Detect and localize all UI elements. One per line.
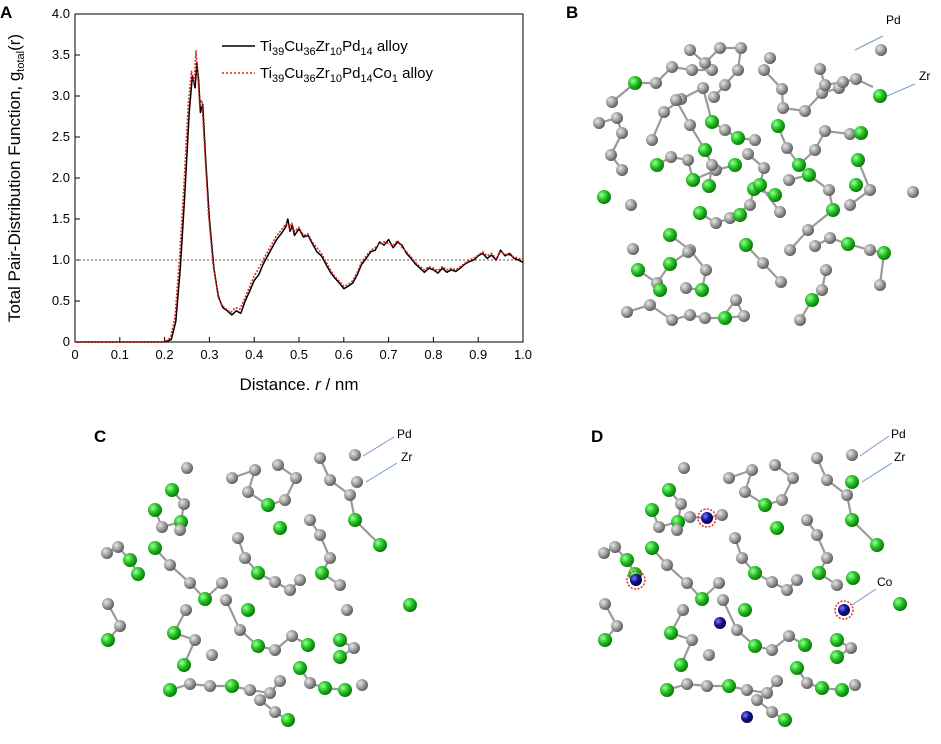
panel-c-label: C [94,427,106,446]
co-atom [838,604,850,616]
co-atom [714,617,726,629]
panel-d: D [591,427,907,727]
y-tick-label: 0 [63,334,70,349]
y-tick-label: 2.5 [52,129,70,144]
y-tick-label: 4.0 [52,6,70,21]
panel-b: B [566,3,930,326]
panel-d-label: D [591,427,603,446]
pd-arrow-c [362,436,395,457]
panel-c-annotations: Pd Zr [362,427,412,483]
x-tick-label: 0.8 [424,347,442,362]
y-axis-title-sub: total [15,51,27,72]
y-tick-label: 3.5 [52,47,70,62]
x-tick-label: 0.1 [111,347,129,362]
co-atom [741,711,753,723]
y-axis-title-main: Total Pair-Distribution Function, g [5,72,24,322]
x-tick-label: 0.2 [156,347,174,362]
x-tick-label: 0.6 [335,347,353,362]
panel-d-annotations: Pd Zr Co [851,427,906,606]
x-tick-label: 0.5 [290,347,308,362]
y-tick-label: 1.0 [52,252,70,267]
axis-ticks: 0 0.1 0.2 0.3 0.4 0.5 0.6 0.7 0.8 0.9 1.0 0 0.5 1.0 1.… [52,6,532,362]
co-highlight-ring [697,508,717,528]
pdf-chart: 0 0.1 0.2 0.3 0.4 0.5 0.6 0.7 0.8 0.9 1.0 0 0.5 1.0 1.… [5,6,532,394]
pd-label-c: Pd [397,427,412,441]
y-tick-label: 2.0 [52,170,70,185]
legend: Ti39Cu36Zr10Pd14 alloy Ti39Cu36Zr10Pd14C… [222,38,434,85]
panel-b-atoms [593,42,919,326]
zr-label-c: Zr [401,450,412,464]
panel-b-annotations: Pd Zr [854,13,930,97]
series-line-1 [75,62,524,343]
pd-arrow-b [854,35,884,51]
panel-c-atoms [101,449,417,727]
panel-c: C [94,427,417,727]
co-arrow-d [851,588,877,606]
series-layer [75,50,524,343]
co-label-d: Co [877,575,893,589]
pd-label-b: Pd [886,13,901,27]
panel-a-label: A [0,3,12,22]
zr-arrow-d [861,462,893,483]
x-tick-label: 0.7 [380,347,398,362]
panel-d-cobalt-atoms [626,508,854,723]
x-axis-title: Distance. r / nm [239,375,358,394]
series-line-2 [75,50,524,343]
zr-label-d: Zr [894,450,905,464]
y-tick-label: 3.0 [52,88,70,103]
co-atom [630,574,642,586]
co-atom [701,512,713,524]
co-highlight-ring [626,570,646,590]
panel-b-label: B [566,3,578,22]
y-axis-title: Total Pair-Distribution Function, gtotal… [5,34,27,322]
x-tick-label: 0.3 [200,347,218,362]
x-tick-label: 0.9 [469,347,487,362]
pd-arrow-d [859,435,890,457]
panel-d-atoms [598,449,907,727]
co-highlight-ring [834,600,854,620]
zr-label-b: Zr [919,69,930,83]
legend-label-1: Ti39Cu36Zr10Pd14 alloy [260,38,408,58]
zr-arrow-b [886,83,916,97]
x-tick-label: 0 [71,347,78,362]
legend-label-2: Ti39Cu36Zr10Pd14Co1 alloy [260,65,434,85]
y-axis-title-tail: (r) [5,34,24,51]
pd-label-d: Pd [891,427,906,441]
x-tick-label: 0.4 [245,347,263,362]
y-tick-label: 1.5 [52,211,70,226]
panel-a: A 0 0.1 0.2 0.3 0.4 0.5 0.6 0.7 0.8 0.9 1.0 0 0.5 1.0… [0,3,532,394]
y-tick-label: 0.5 [52,293,70,308]
plot-frame [74,13,524,343]
zr-arrow-c [365,462,398,483]
x-tick-label: 1.0 [514,347,532,362]
